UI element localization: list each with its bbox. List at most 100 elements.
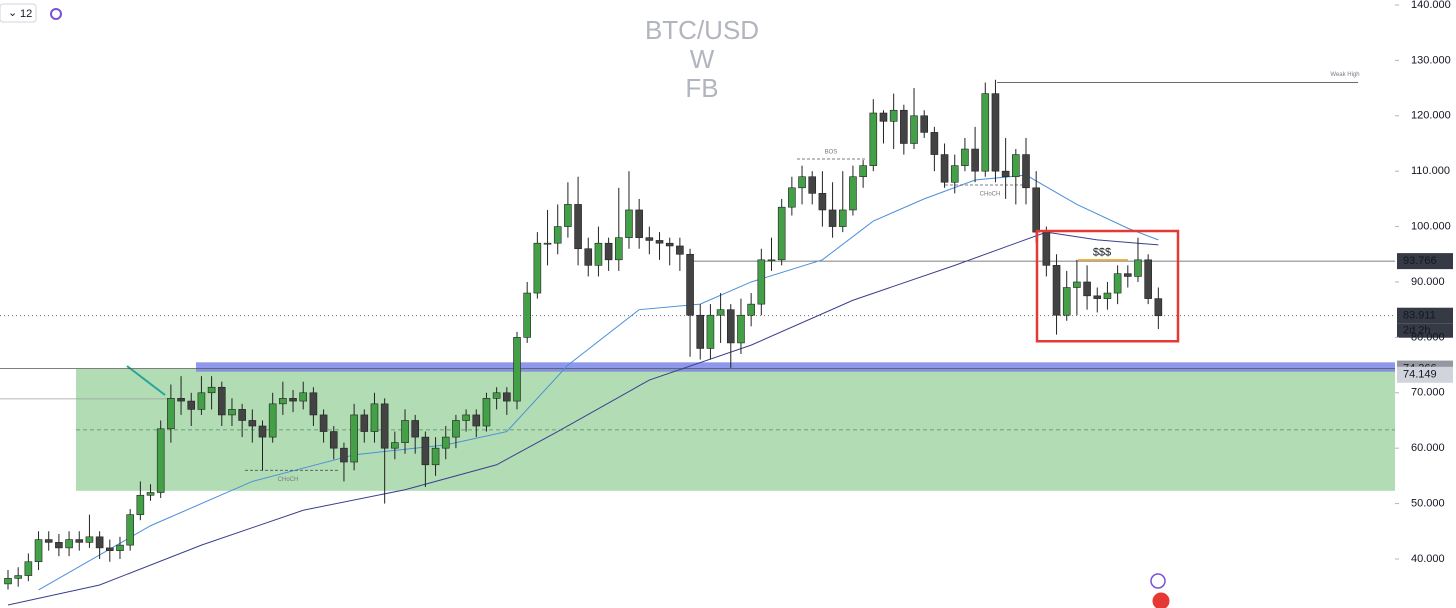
- candle-body: [655, 240, 664, 244]
- candle-body: [441, 436, 450, 449]
- candle-body: [472, 414, 481, 427]
- candle-body: [991, 93, 1000, 172]
- candle-body: [950, 165, 959, 183]
- candle-body: [788, 187, 796, 208]
- candle-body: [156, 428, 165, 493]
- candle-body: [279, 398, 287, 405]
- candle-body: [248, 420, 257, 427]
- candle-body: [665, 242, 674, 247]
- annotation-label: Weak High: [1330, 72, 1359, 78]
- background-layer: [0, 260, 1395, 491]
- candle-body: [177, 398, 185, 402]
- candle-body: [859, 165, 867, 178]
- chart-subtitle: FB: [685, 73, 718, 103]
- interval-chevron: ⌄: [8, 7, 17, 19]
- refresh-icon[interactable]: [50, 8, 62, 20]
- candle-body: [879, 112, 888, 122]
- candle-body: [553, 226, 562, 244]
- candle-body: [289, 398, 297, 402]
- annotation-label: CHoCH: [980, 192, 1001, 198]
- y-tick-label: 120.000: [1411, 110, 1451, 122]
- candle-body: [594, 242, 603, 266]
- candle-body: [1032, 187, 1040, 233]
- candle-body: [482, 398, 491, 427]
- candle-body: [543, 242, 552, 245]
- candle-body: [167, 398, 175, 430]
- candle-body: [1113, 273, 1122, 294]
- candle-body: [55, 542, 63, 549]
- y-tick-label: 80.000: [1411, 331, 1445, 343]
- candle-body: [309, 392, 318, 416]
- y-tick-label: 140.000: [1411, 0, 1451, 11]
- chart-title: BTC/USD: [645, 15, 759, 45]
- candle-body: [930, 132, 939, 155]
- interval-label: 12: [20, 8, 32, 20]
- candle-body: [625, 209, 633, 238]
- candle-body: [431, 447, 440, 466]
- interval-button[interactable]: [0, 3, 37, 23]
- candle-body: [635, 209, 643, 238]
- candle-body: [1042, 231, 1051, 266]
- price-label: 83.911: [1403, 310, 1436, 322]
- candle-body: [14, 575, 22, 579]
- candle-body: [391, 442, 399, 449]
- price-label: 93.766: [1403, 255, 1437, 267]
- candle-body: [981, 93, 990, 172]
- flag-icon[interactable]: [1151, 591, 1171, 608]
- candle-body: [818, 193, 827, 211]
- candle-body: [574, 204, 582, 250]
- candle-body: [1073, 281, 1081, 288]
- candle-body: [238, 409, 246, 421]
- candle-body: [584, 248, 593, 266]
- candle-body: [187, 400, 196, 410]
- candle-body: [798, 176, 806, 189]
- candle-body: [676, 245, 684, 255]
- candle-body: [34, 539, 43, 563]
- candle-body: [421, 436, 430, 466]
- candle-body: [1093, 295, 1102, 299]
- candle-body: [737, 314, 745, 344]
- annotation-label: BOS: [825, 150, 838, 156]
- candle-body: [1103, 292, 1112, 299]
- candle-body: [217, 386, 226, 416]
- event-icon[interactable]: [1150, 573, 1166, 589]
- candle-body: [44, 539, 53, 543]
- candle-body: [849, 176, 857, 211]
- candle-body: [696, 314, 705, 349]
- candle-body: [1062, 287, 1071, 316]
- candle-body: [492, 392, 501, 399]
- candle-body: [146, 492, 155, 496]
- candle-body: [808, 176, 817, 194]
- candle-body: [462, 414, 470, 421]
- candle-body: [940, 154, 949, 183]
- candle-body: [1134, 259, 1142, 277]
- candle-body: [726, 309, 735, 344]
- blue-band: [196, 362, 1395, 372]
- y-tick-label: 70.000: [1411, 387, 1445, 399]
- candle-body: [1124, 273, 1132, 277]
- y-tick-label: 110.000: [1411, 165, 1450, 177]
- price-label-box: [1397, 253, 1453, 270]
- annotation-label: $$$: [1093, 247, 1111, 259]
- candle-body: [604, 242, 613, 261]
- highlight-box: [1035, 229, 1180, 343]
- annotation-label: CHoCH: [278, 477, 299, 483]
- price-label: 74.149: [1403, 369, 1437, 381]
- candle-body: [401, 420, 409, 443]
- candle-body: [360, 414, 369, 432]
- candle-body: [1012, 154, 1020, 178]
- candle-body: [1083, 281, 1091, 297]
- candle-body: [757, 259, 766, 305]
- price-label-box: [1397, 307, 1453, 324]
- candle-body: [228, 409, 236, 416]
- candle-body: [828, 209, 837, 227]
- countdown-label: 2d 2h: [1403, 325, 1431, 337]
- candle-body: [350, 414, 358, 463]
- candle-body: [207, 386, 216, 394]
- candle-body: [106, 547, 114, 551]
- candle-body: [706, 314, 715, 349]
- moving-average: [38, 174, 1159, 591]
- candle-body: [319, 414, 328, 432]
- candle-body: [1154, 298, 1163, 317]
